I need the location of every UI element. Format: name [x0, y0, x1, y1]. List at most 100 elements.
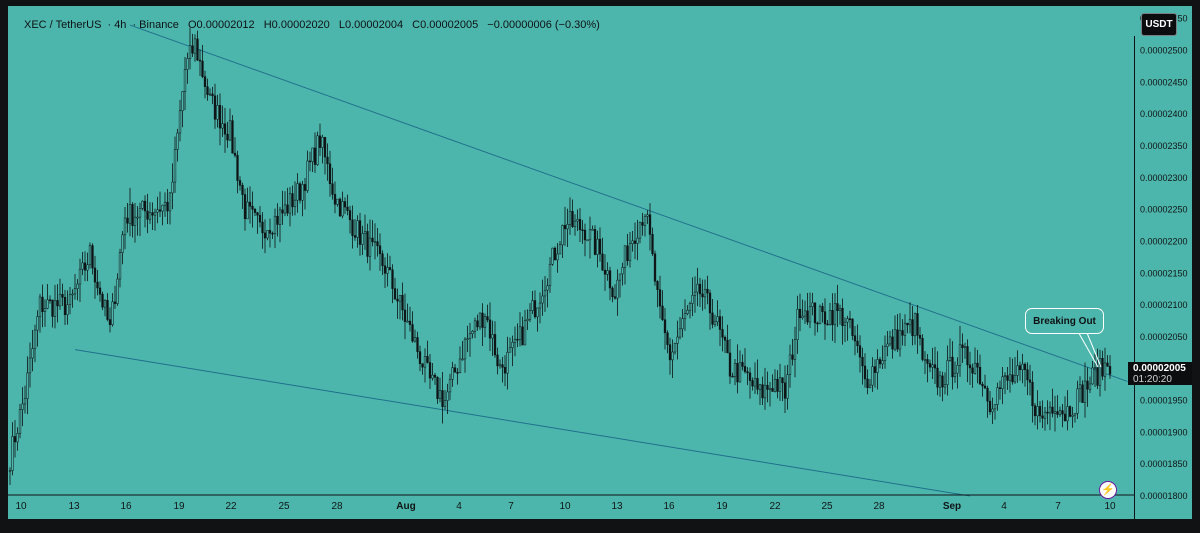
lightning-icon[interactable]: ⚡ — [1099, 481, 1117, 499]
candle-body — [108, 319, 112, 325]
candle-body — [876, 359, 879, 373]
candle-body — [1048, 406, 1052, 414]
candle-body — [403, 309, 407, 322]
candle-body — [683, 313, 687, 319]
candle-body — [78, 268, 82, 285]
candle-body — [623, 245, 627, 268]
price-chart[interactable]: 0.000025500.000025000.000024500.00002400… — [8, 6, 1192, 519]
candle-body — [1083, 380, 1087, 403]
candle-body — [618, 273, 622, 281]
chart-frame: 0.000025500.000025000.000024500.00002400… — [8, 6, 1192, 519]
candle-body — [88, 245, 92, 265]
candle-body — [541, 295, 544, 304]
candle-body — [981, 383, 984, 387]
candle-body — [186, 58, 189, 70]
candle-body — [648, 214, 652, 235]
last-price-label: 0.00002005 01:20:20 — [1128, 362, 1192, 385]
candle-body — [958, 344, 962, 366]
candle-body — [208, 93, 212, 96]
candle-body — [936, 367, 939, 388]
candle-body — [238, 180, 242, 186]
candle-body — [1056, 411, 1059, 415]
candle-body — [161, 204, 164, 212]
x-tick-label: 7 — [508, 501, 514, 512]
last-price-value: 0.00002005 — [1133, 363, 1186, 374]
candle-body — [1016, 365, 1019, 376]
candle-body — [273, 215, 277, 234]
candle-body — [818, 306, 822, 324]
candle-body — [328, 163, 332, 185]
candle-body — [723, 336, 727, 341]
candle-body — [748, 372, 752, 381]
candle-body — [901, 330, 904, 336]
candle-body — [823, 311, 827, 325]
candle-body — [1078, 384, 1082, 390]
candle-body — [538, 302, 542, 309]
candle-body — [686, 309, 689, 314]
candle-body — [296, 183, 299, 201]
candle-body — [353, 235, 357, 238]
candle-body — [138, 208, 142, 218]
candle-body — [123, 217, 127, 236]
interval-label[interactable]: 4h — [114, 19, 127, 31]
candle-body — [911, 319, 914, 337]
candle-body — [553, 247, 557, 261]
candle-body — [321, 137, 324, 148]
candle-body — [833, 303, 837, 326]
y-tick-label: 0.00001950 — [1140, 396, 1188, 406]
candle-body — [838, 307, 842, 311]
candle-body — [113, 301, 117, 304]
candle-body — [646, 214, 649, 217]
candle-body — [931, 364, 934, 368]
candle-body — [1006, 375, 1009, 381]
candle-body — [183, 69, 187, 92]
candle-body — [611, 287, 614, 297]
candle-body — [103, 300, 107, 308]
currency-button[interactable]: USDT — [1141, 13, 1177, 36]
candle-body — [726, 339, 729, 354]
candle-body — [301, 184, 304, 201]
candle-body — [731, 375, 734, 378]
candle-body — [333, 194, 337, 205]
candle-body — [636, 237, 639, 244]
x-tick-label: 22 — [769, 501, 781, 512]
candle-body — [533, 300, 537, 318]
candle-body — [21, 403, 24, 410]
candle-body — [1081, 384, 1084, 403]
candle-body — [693, 291, 697, 296]
symbol-name[interactable]: XEC / TetherUS — [24, 19, 102, 31]
candle-body — [613, 296, 617, 299]
candle-body — [941, 375, 944, 388]
candle-body — [218, 105, 222, 129]
candle-body — [578, 219, 582, 231]
candle-body — [711, 312, 714, 325]
candle-body — [546, 285, 549, 291]
candle-body — [973, 362, 977, 374]
candle-body — [101, 293, 104, 308]
candle-body — [8, 470, 12, 472]
candle-body — [201, 60, 204, 77]
candle-body — [878, 359, 882, 365]
candle-body — [198, 59, 202, 62]
candle-body — [1033, 405, 1037, 417]
candle-body — [173, 149, 177, 183]
y-tick-label: 0.00001850 — [1140, 459, 1188, 469]
candle-body — [98, 287, 102, 295]
candle-body — [181, 91, 184, 112]
candle-body — [753, 378, 757, 387]
candle-body — [393, 288, 397, 300]
candle-body — [668, 344, 672, 361]
y-tick-label: 0.00002450 — [1140, 77, 1188, 87]
candle-body — [86, 264, 89, 271]
candle-body — [458, 358, 462, 373]
candle-body — [43, 308, 47, 312]
candle-body — [563, 225, 567, 230]
candle-body — [816, 322, 819, 325]
candle-body — [771, 388, 774, 392]
candle-body — [323, 137, 327, 158]
candle-body — [308, 160, 312, 163]
candle-body — [28, 357, 32, 374]
x-tick-label: 10 — [15, 501, 27, 512]
candle-body — [171, 181, 174, 194]
candle-body — [751, 380, 754, 387]
